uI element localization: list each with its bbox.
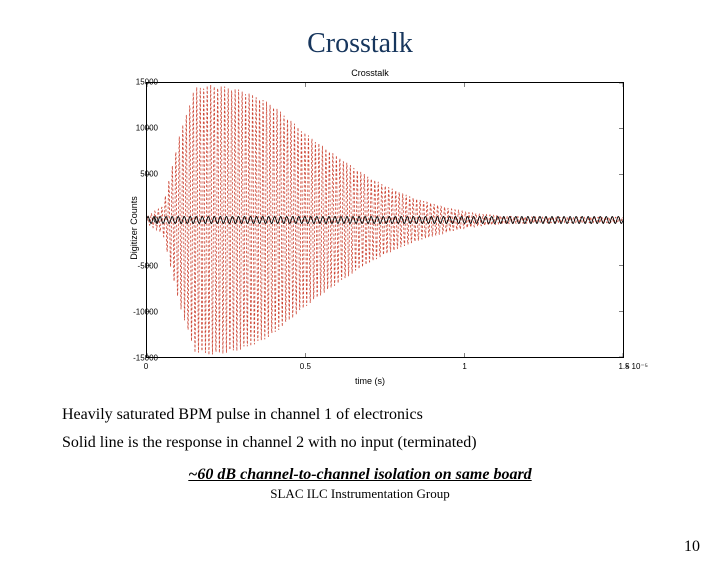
chart-svg (147, 83, 623, 357)
xtick: 1 (462, 362, 466, 371)
ytick: 15000 (122, 78, 158, 87)
isolation-note: ~60 dB channel-to-channel isolation on s… (0, 466, 720, 484)
ytick: -10000 (122, 308, 158, 317)
chart-title: Crosstalk (351, 68, 389, 78)
caption-line-1: Heavily saturated BPM pulse in channel 1… (62, 406, 720, 424)
xtick: 0.5 (300, 362, 311, 371)
footer-text: SLAC ILC Instrumentation Group (0, 486, 720, 502)
xtick: 1.5 (618, 362, 629, 371)
xtick: 0 (144, 362, 148, 371)
page-number: 10 (684, 538, 700, 556)
slide-title: Crosstalk (0, 28, 720, 60)
ytick: 0 (122, 216, 158, 225)
ytick: -15000 (122, 354, 158, 363)
chart-ylabel: Digitizer Counts (129, 196, 139, 260)
caption-line-2: Solid line is the response in channel 2 … (62, 434, 720, 452)
chart-plot-area (146, 82, 624, 358)
ytick: 10000 (122, 124, 158, 133)
ytick: -5000 (122, 262, 158, 271)
chart-xlabel: time (s) (355, 376, 385, 386)
ytick: 5000 (122, 170, 158, 179)
crosstalk-chart: Crosstalk Digitizer Counts time (s) × 10… (100, 68, 640, 388)
